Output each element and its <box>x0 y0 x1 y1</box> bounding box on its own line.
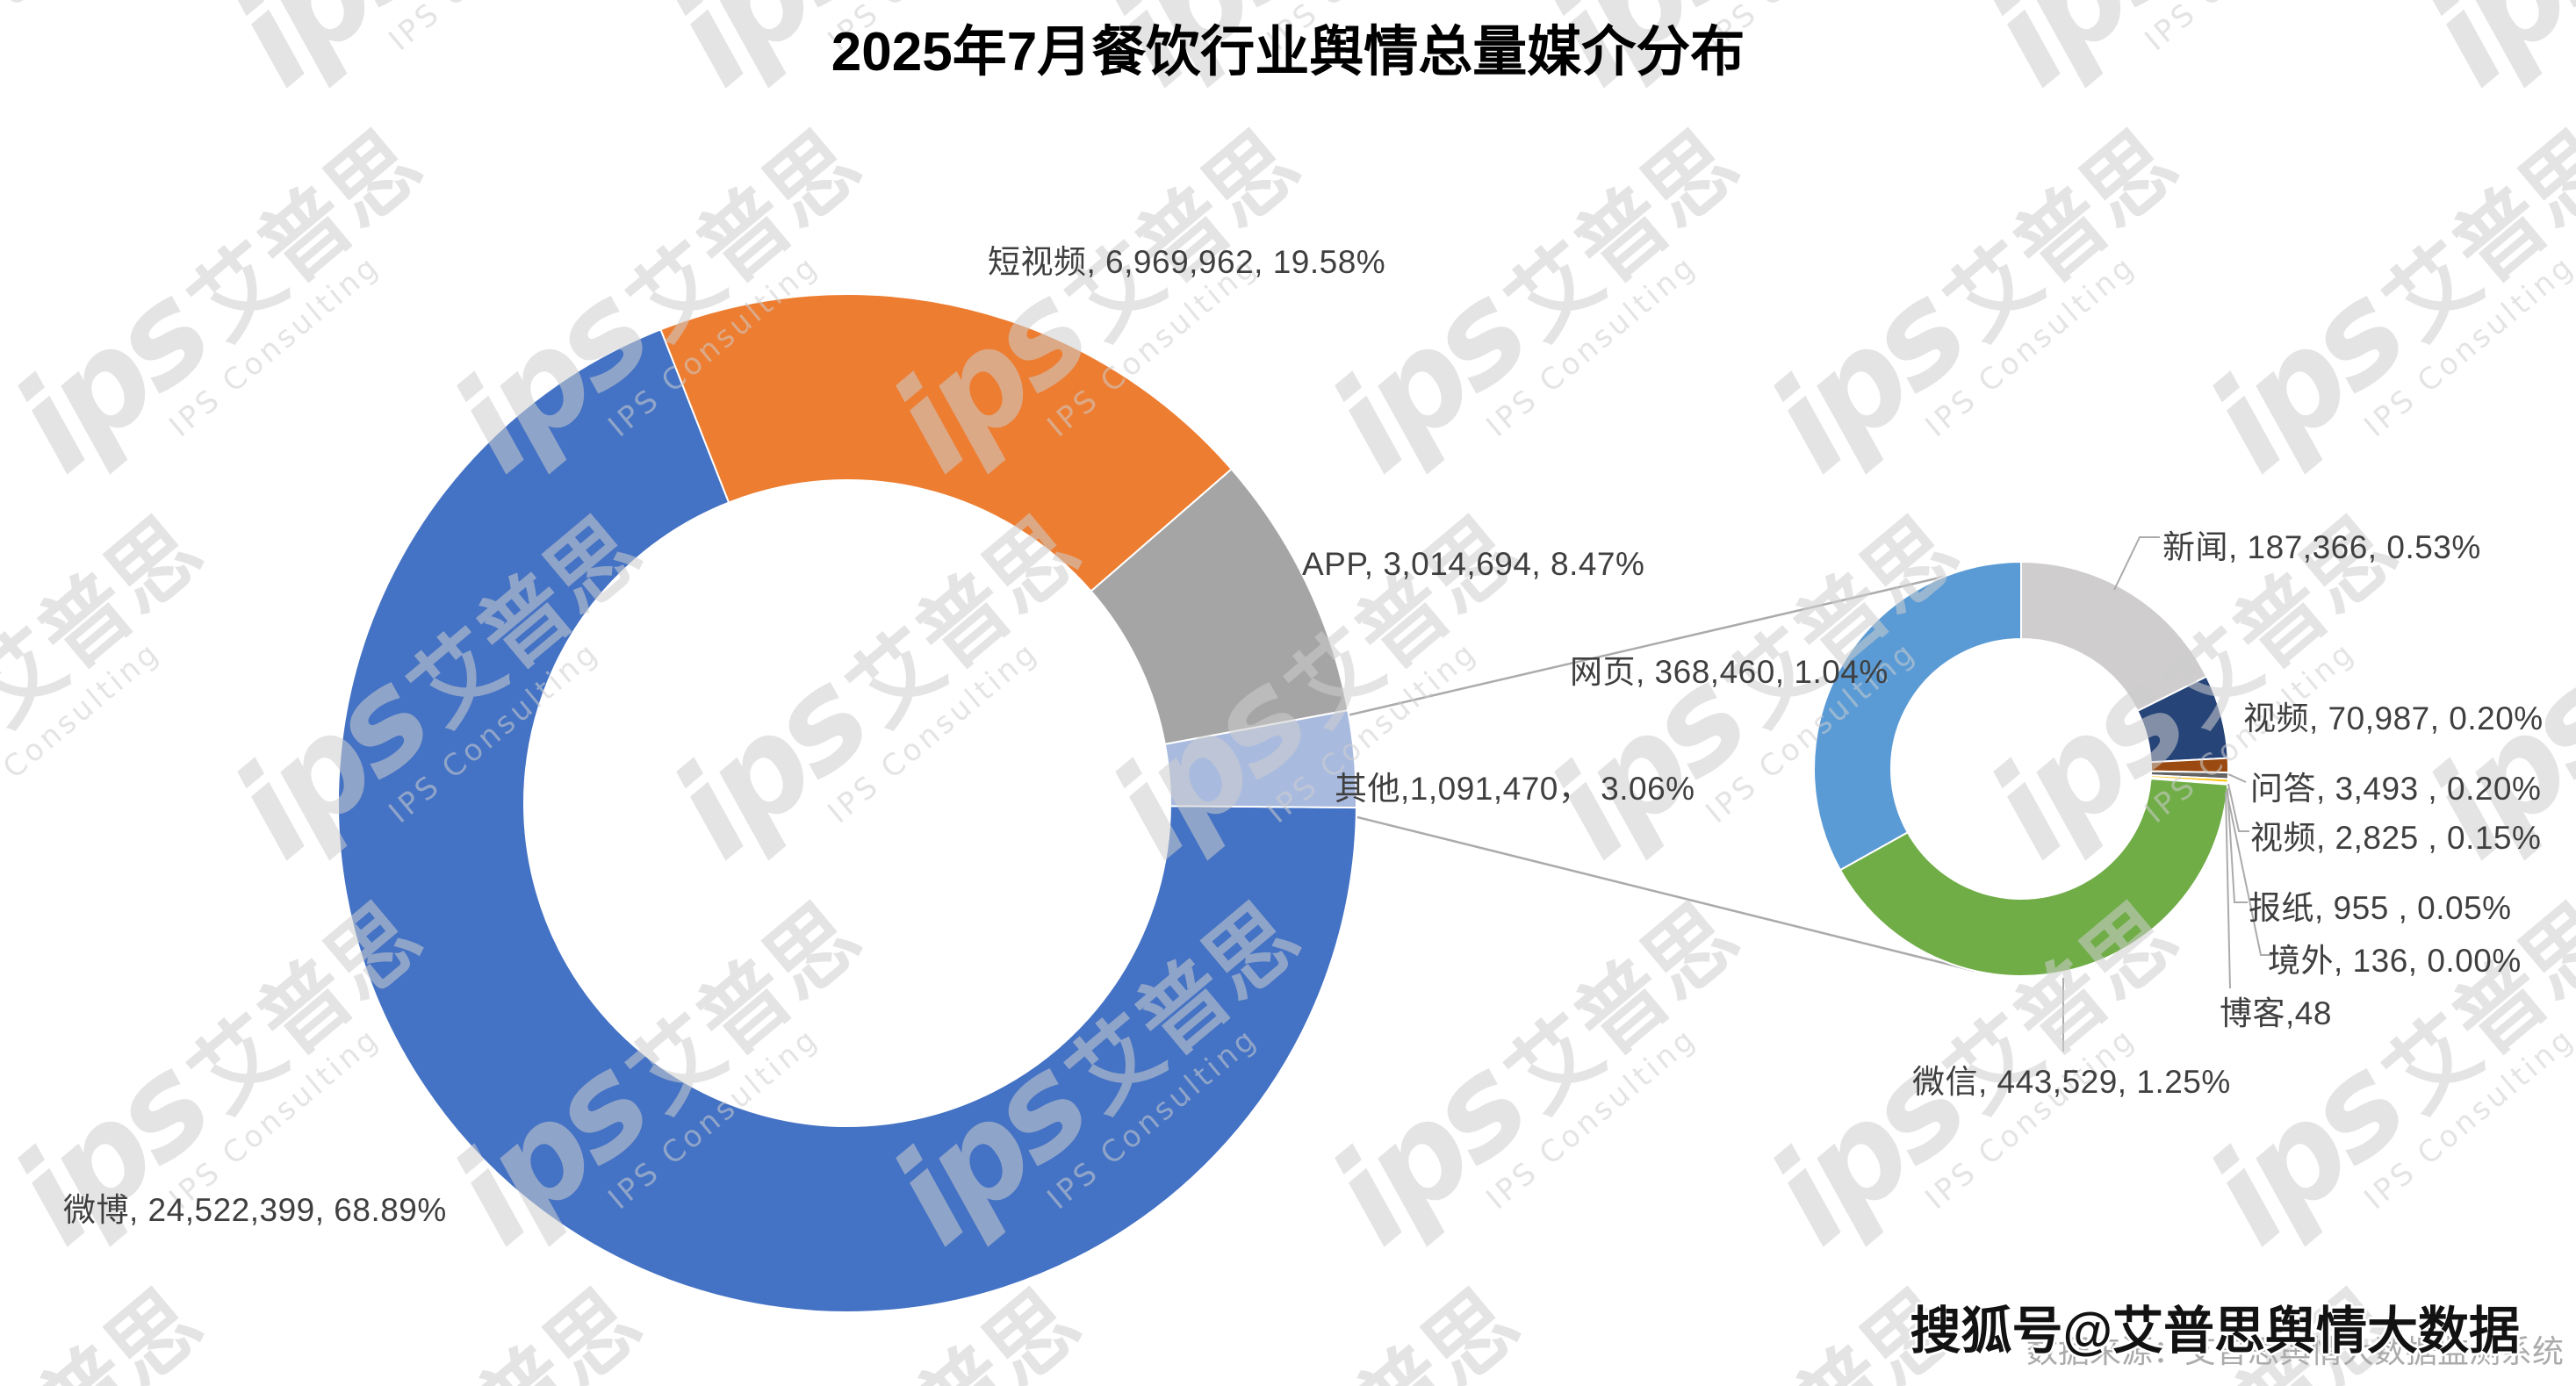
slice-label-blog: 博客,48 <box>2220 995 2332 1031</box>
secondary-donut <box>1813 560 2229 978</box>
pie-slice-weibo <box>337 328 1357 1313</box>
leader-line-overseas <box>2226 790 2272 956</box>
slice-label-other: 其他,1,091,470， 3.06% <box>1335 771 1695 807</box>
slice-label-short-video: 短视频, 6,969,962, 19.58% <box>988 244 1386 280</box>
slice-label-overseas: 境外, 136, 0.00% <box>2268 943 2522 979</box>
pie-slice-other <box>1163 708 1357 809</box>
pie-slice-wechat <box>1838 778 2229 978</box>
series-connector-lines <box>1316 575 1975 973</box>
sohu-account-overlay: 搜狐号@艾普思舆情大数据 <box>1910 1303 2520 1360</box>
slice-label-video-1: 视频, 70,987, 0.20% <box>2243 700 2544 736</box>
slice-label-app: APP, 3,014,694, 8.47% <box>1302 546 1645 582</box>
pie-slice-short-video <box>659 292 1234 592</box>
slice-label-webpage: 网页, 368,460, 1.04% <box>1570 654 1889 690</box>
connector-line <box>1316 575 1945 724</box>
slice-label-wechat: 微信, 443,529, 1.25% <box>1912 1064 2231 1100</box>
chart-title: 2025年7月餐饮行业舆情总量媒介分布 <box>831 22 1745 83</box>
slice-label-video-2: 视频, 2,825 , 0.15% <box>2250 820 2542 856</box>
slice-label-news: 新闻, 187,366, 0.53% <box>2162 529 2481 565</box>
pie-slice-webpage <box>1813 560 2022 872</box>
leader-line-video-2 <box>2227 783 2249 832</box>
primary-donut <box>337 292 1357 1313</box>
label-leader-lines <box>2062 536 2272 1052</box>
slice-label-qa: 问答, 3,493 , 0.20% <box>2250 771 2542 807</box>
connector-line <box>1318 806 1975 973</box>
leader-line-news <box>2113 536 2160 591</box>
data-source-note: 数据来源：艾普思舆情大数据监测系统 <box>2026 1333 2564 1369</box>
leader-line-qa <box>2227 773 2247 783</box>
leader-line-blog <box>2225 792 2231 989</box>
leader-line-newspaper <box>2227 787 2248 903</box>
slice-label-weibo: 微博, 24,522,399, 68.89% <box>63 1192 447 1228</box>
slice-label-newspaper: 报纸, 955 , 0.05% <box>2249 890 2512 926</box>
